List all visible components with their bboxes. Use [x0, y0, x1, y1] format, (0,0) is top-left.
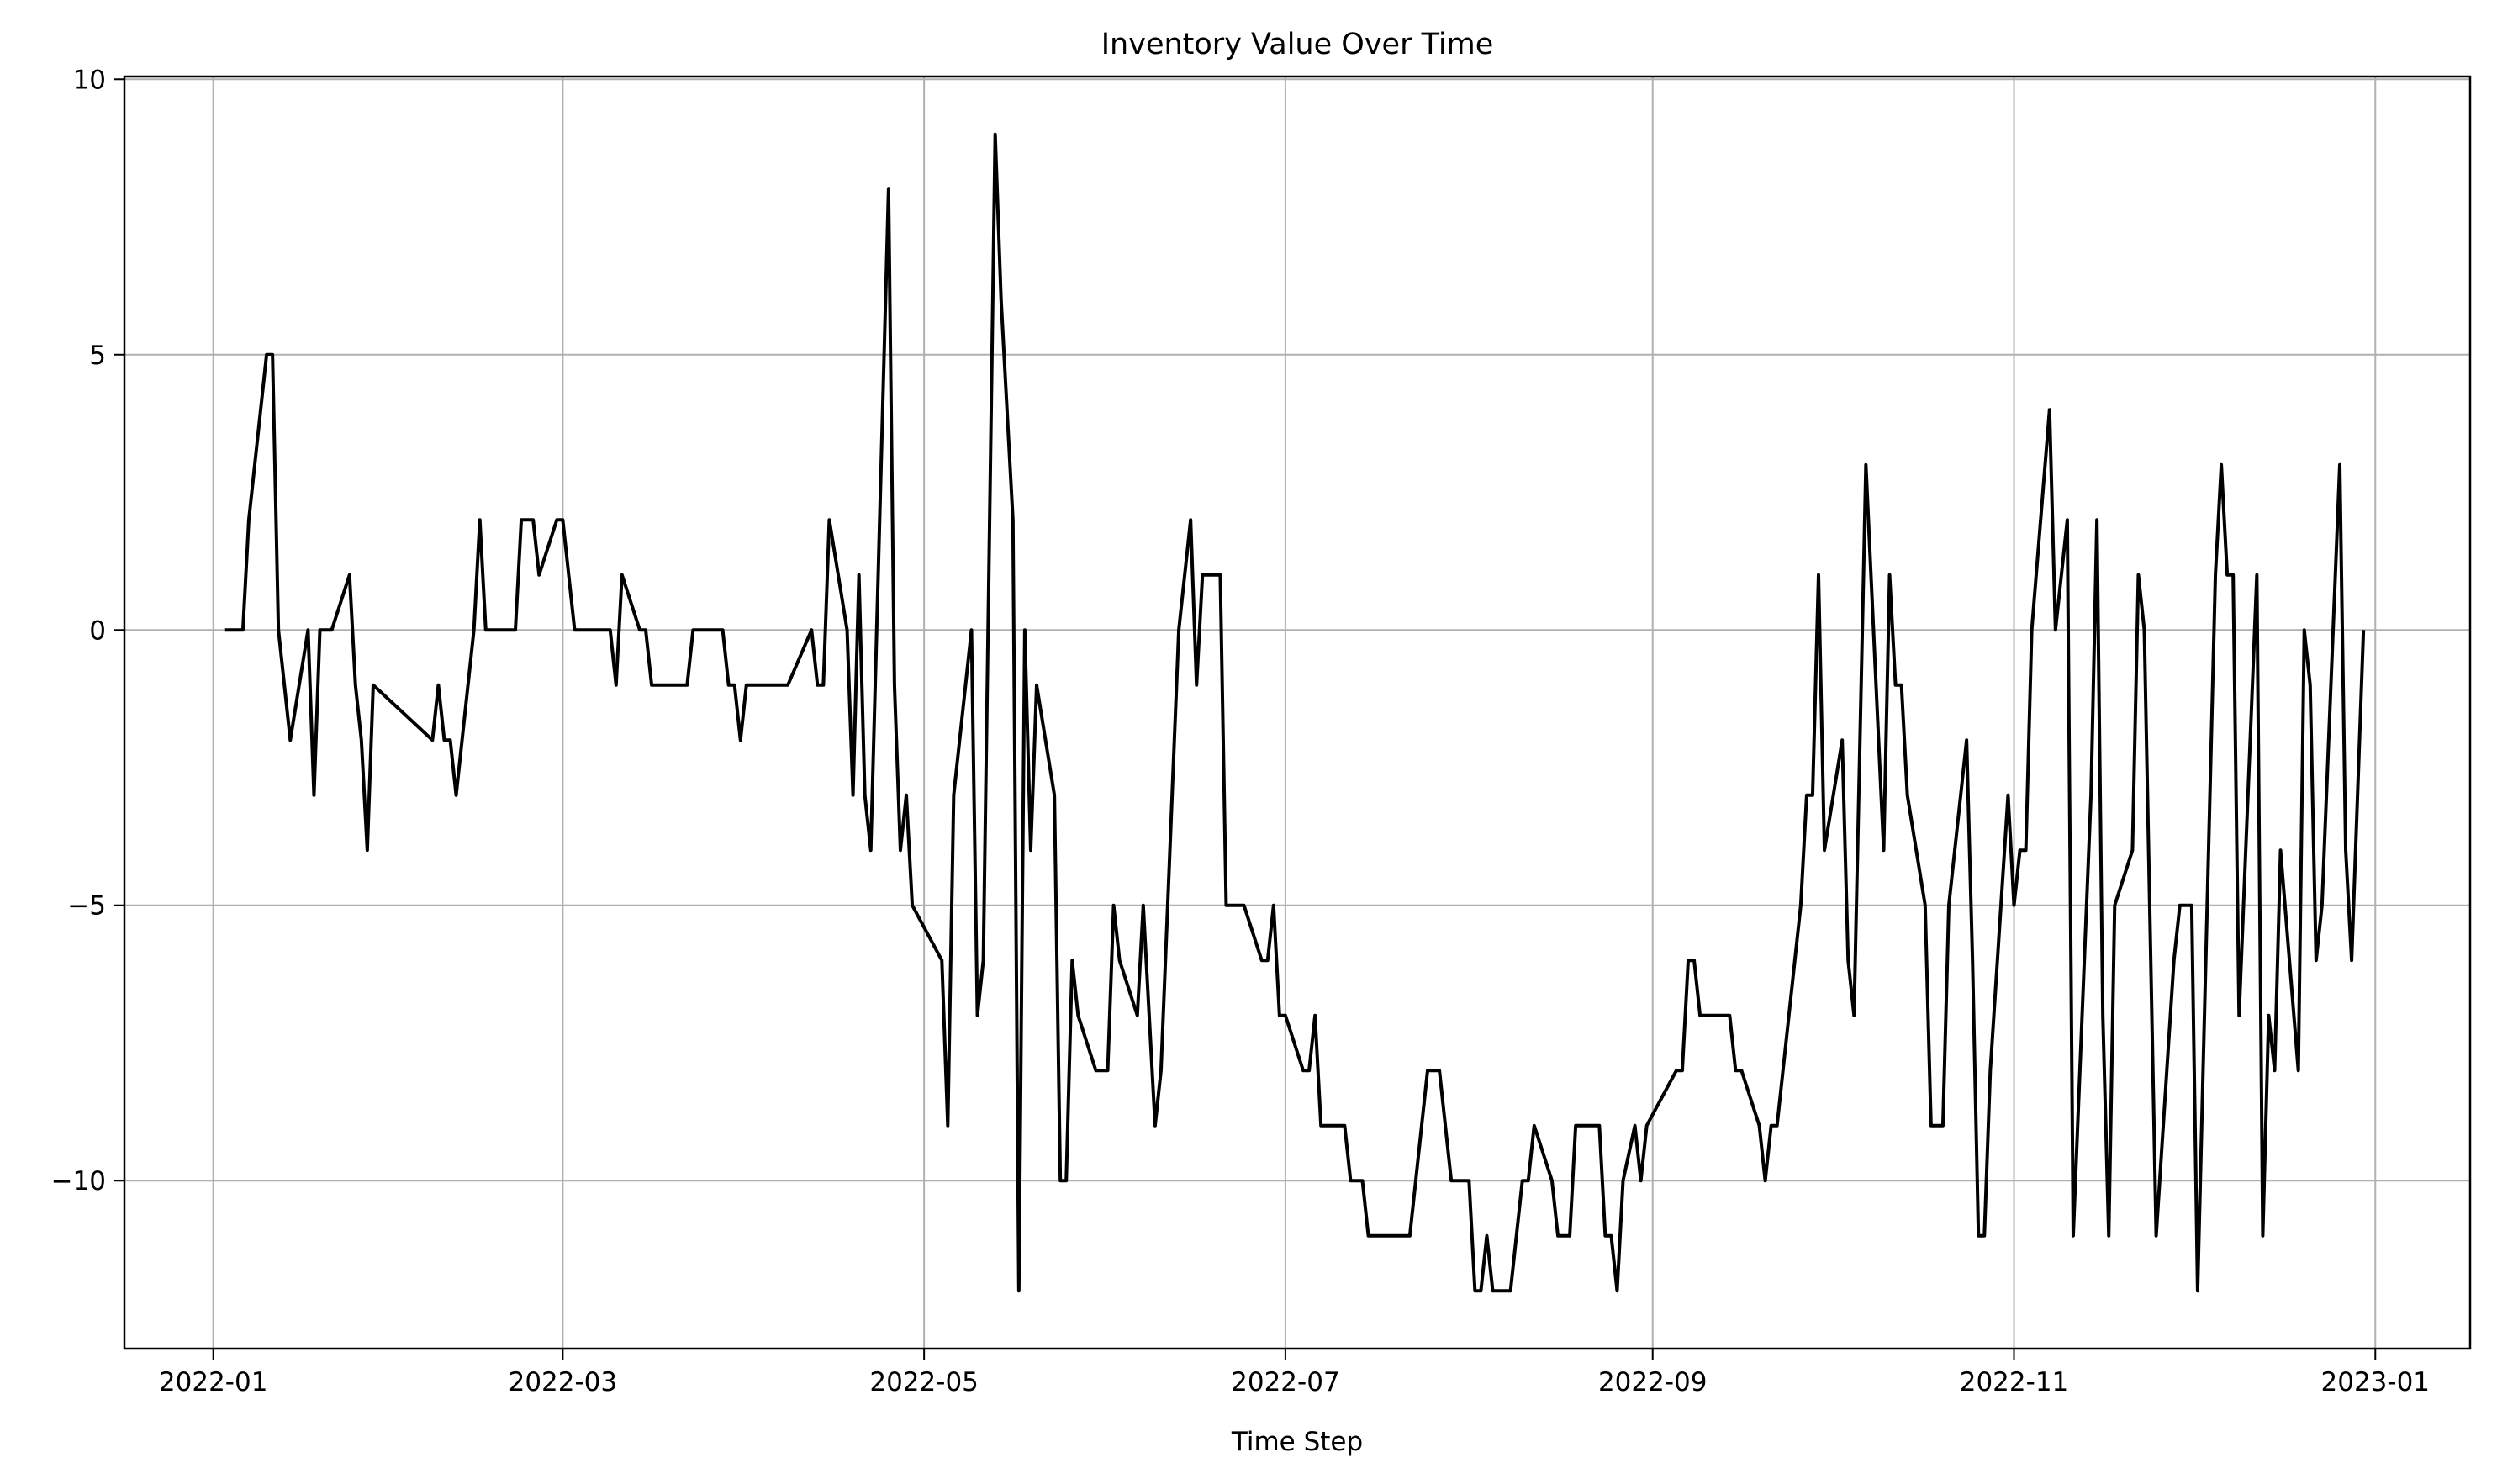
chart-title: Inventory Value Over Time — [1101, 28, 1494, 61]
y-tick-label: 5 — [89, 341, 106, 371]
x-tick-label: 2022-03 — [509, 1367, 618, 1397]
plot-frame — [123, 75, 2472, 1350]
y-tick-label: 10 — [73, 65, 106, 95]
x-tick-label: 2022-09 — [1598, 1367, 1708, 1397]
y-tick-label: −10 — [51, 1166, 106, 1196]
x-axis-label: Time Step — [1231, 1427, 1363, 1457]
data-line — [224, 132, 2366, 1293]
x-tick-label: 2022-05 — [869, 1367, 979, 1397]
y-tick-label: −5 — [67, 891, 106, 922]
x-tick-label: 2022-11 — [1960, 1367, 2069, 1397]
x-tick-label: 2022-01 — [159, 1367, 268, 1397]
x-tick-label: 2022-07 — [1231, 1367, 1340, 1397]
y-tick-label: 0 — [89, 615, 106, 646]
x-tick-label: 2023-01 — [2321, 1367, 2431, 1397]
